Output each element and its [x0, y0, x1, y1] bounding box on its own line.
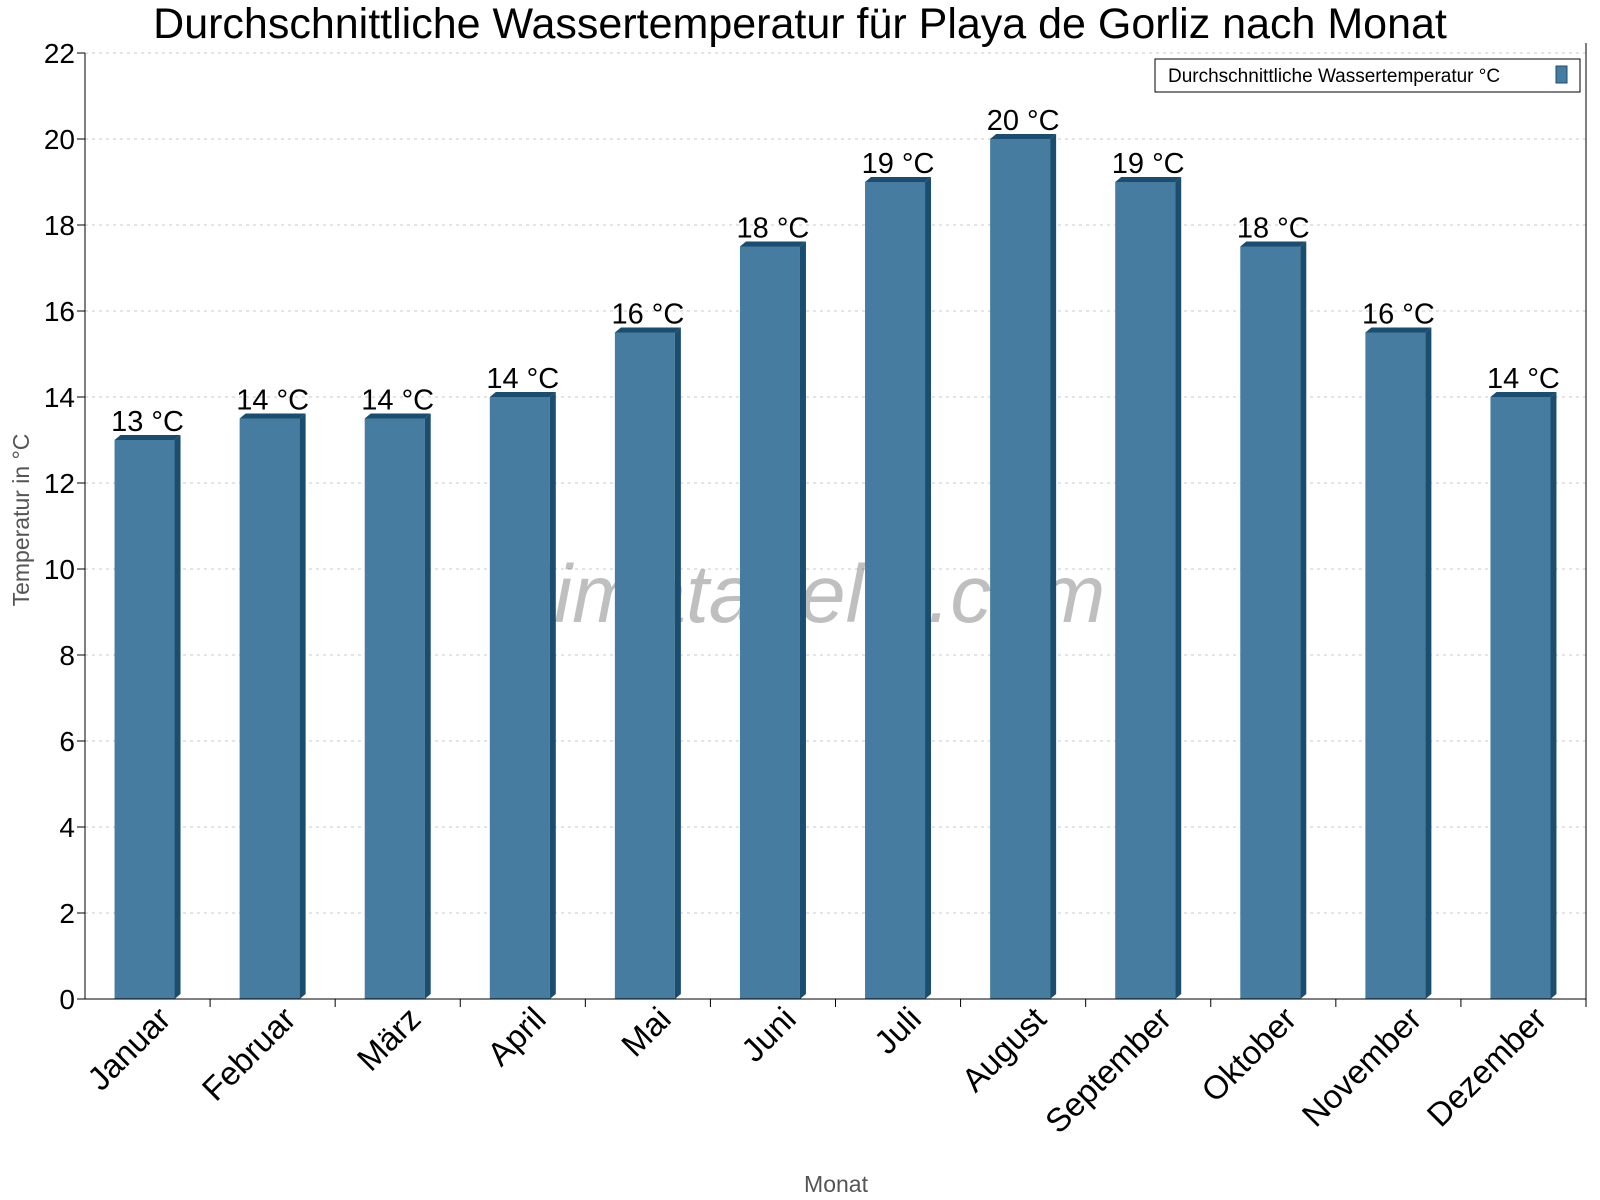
bar-top [489, 392, 556, 397]
bar-top [865, 177, 932, 182]
x-tick-label: November [1295, 1000, 1429, 1134]
bar [865, 182, 926, 999]
y-tick-label: 6 [59, 726, 75, 757]
bar-top [990, 134, 1057, 139]
chart-title: Durchschnittliche Wassertemperatur für P… [153, 0, 1447, 48]
legend: Durchschnittliche Wassertemperatur °C [1154, 58, 1581, 93]
bar-top [1240, 241, 1307, 247]
bar-side [424, 413, 431, 999]
bar-top [739, 241, 806, 247]
data-label: 14 °C [1487, 363, 1560, 395]
data-label: 14 °C [486, 363, 559, 395]
x-tick-label: Februar [195, 1000, 303, 1108]
bar [1240, 246, 1301, 999]
bar-side [1300, 241, 1307, 999]
bar-top [364, 413, 431, 419]
x-tick-label: Mai [614, 1000, 678, 1064]
bar-top [1115, 177, 1182, 182]
y-tick-label: 14 [44, 382, 75, 413]
x-tick-label: April [480, 1000, 553, 1073]
bar-side [674, 327, 681, 999]
data-label: 16 °C [611, 299, 684, 331]
y-tick-label: 2 [59, 898, 75, 929]
x-tick-label: März [350, 1000, 428, 1078]
data-label: 14 °C [236, 385, 309, 417]
bar-top [1365, 327, 1432, 333]
bar-top [614, 327, 681, 333]
bar [489, 397, 550, 999]
bar [1365, 332, 1426, 999]
x-tick-label: Juli [867, 1000, 928, 1061]
y-tick-label: 16 [44, 296, 75, 327]
bar-side [1550, 392, 1557, 999]
data-label: 19 °C [1112, 148, 1185, 180]
bar-side [925, 177, 932, 999]
bar [1490, 397, 1551, 999]
bar-top [239, 413, 306, 419]
bar-top [1490, 392, 1557, 397]
data-label: 14 °C [361, 385, 434, 417]
legend-label: Durchschnittliche Wassertemperatur °C [1168, 66, 1500, 87]
bar [990, 139, 1051, 999]
x-tick-label: Januar [80, 1000, 178, 1098]
data-label: 20 °C [987, 105, 1060, 137]
legend-box [1154, 58, 1581, 93]
y-tick-label: 0 [59, 984, 75, 1015]
legend-swatch [1555, 65, 1568, 84]
x-tick-label: Dezember [1420, 1000, 1554, 1134]
y-tick-label: 10 [44, 554, 75, 585]
bar [614, 332, 675, 999]
bar-side [1175, 177, 1182, 999]
y-tick-label: 20 [44, 124, 75, 155]
bar-side [174, 435, 181, 999]
bar-side [1425, 327, 1432, 999]
data-label: 13 °C [111, 406, 184, 438]
x-tick-label: August [954, 1000, 1053, 1099]
y-tick-label: 18 [44, 210, 75, 241]
bar [239, 418, 300, 999]
bar-top [114, 435, 181, 440]
data-label: 16 °C [1362, 299, 1435, 331]
x-tick-label: Juni [734, 1000, 803, 1069]
data-label: 19 °C [862, 148, 935, 180]
y-tick-label: 8 [59, 640, 75, 671]
y-tick-label: 12 [44, 468, 75, 499]
bar [739, 246, 800, 999]
bar [114, 440, 175, 999]
bar-side [1050, 134, 1057, 999]
x-tick-label: September [1038, 1000, 1178, 1140]
bar-side [299, 413, 306, 999]
bar-side [799, 241, 806, 999]
bar-side [549, 392, 556, 999]
bar [364, 418, 425, 999]
data-label: 18 °C [737, 213, 810, 245]
data-label: 18 °C [1237, 213, 1310, 245]
bar [1115, 182, 1176, 999]
y-tick-label: 4 [59, 812, 75, 843]
x-tick-label: Oktober [1194, 1000, 1303, 1109]
y-tick-label: 22 [44, 38, 75, 69]
y-axis-label: Temperatur in °C [8, 434, 34, 607]
x-axis-label: Monat [804, 1171, 869, 1197]
